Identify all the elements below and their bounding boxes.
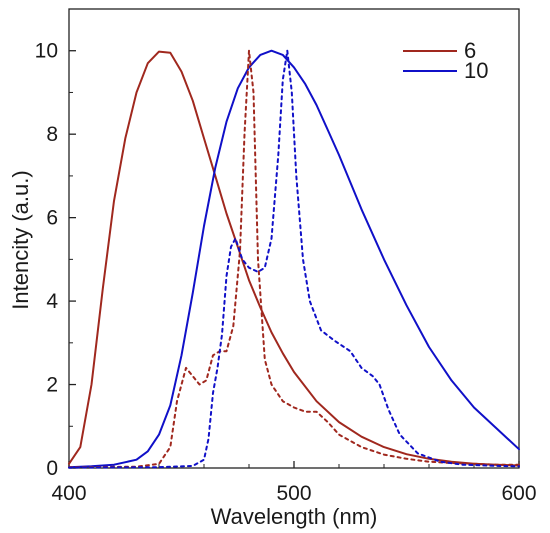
y-axis-title: Intencity (a.u.): [8, 170, 33, 309]
y-tick-label: 8: [46, 123, 58, 146]
series-line-dotted-2: [68, 49, 520, 469]
plot-frame: [68, 8, 520, 469]
legend-label-6: 6: [464, 38, 476, 63]
x-tick-label: 500: [276, 482, 311, 505]
x-tick-label: 400: [51, 482, 86, 505]
series-layer: [68, 49, 520, 469]
y-tick-label: 4: [46, 290, 58, 313]
axis-ticks: [68, 50, 520, 469]
x-tick-label: 600: [501, 482, 536, 505]
y-tick-label: 0: [46, 457, 58, 480]
legend: 6 10: [403, 38, 488, 83]
series-line-1: [68, 49, 520, 469]
y-tick-label: 10: [35, 40, 58, 63]
y-tick-label: 6: [46, 207, 58, 230]
tick-labels: 400 500 600 0 2 4 6 8 10: [35, 40, 537, 505]
legend-label-10: 10: [464, 58, 488, 83]
series-line-dotted-3: [68, 49, 520, 469]
y-tick-label: 2: [46, 374, 58, 397]
series-line-0: [68, 50, 520, 467]
x-axis-title: Wavelength (nm): [211, 504, 378, 529]
